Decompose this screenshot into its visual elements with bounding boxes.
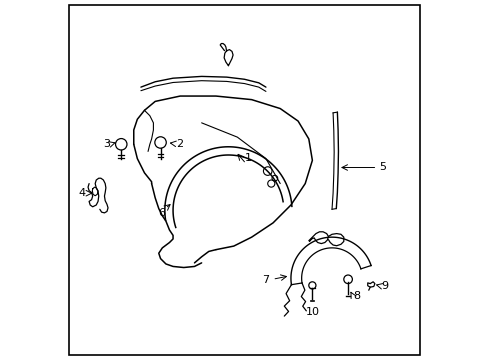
Text: 3: 3 — [103, 139, 110, 149]
Text: 10: 10 — [305, 307, 319, 317]
Text: 7: 7 — [262, 275, 269, 285]
Text: 2: 2 — [176, 139, 183, 149]
Text: 1: 1 — [244, 153, 251, 163]
Text: 4: 4 — [78, 188, 85, 198]
Text: 9: 9 — [380, 281, 387, 291]
Text: 6: 6 — [158, 208, 165, 218]
Text: 8: 8 — [352, 291, 360, 301]
Text: 5: 5 — [379, 162, 386, 172]
